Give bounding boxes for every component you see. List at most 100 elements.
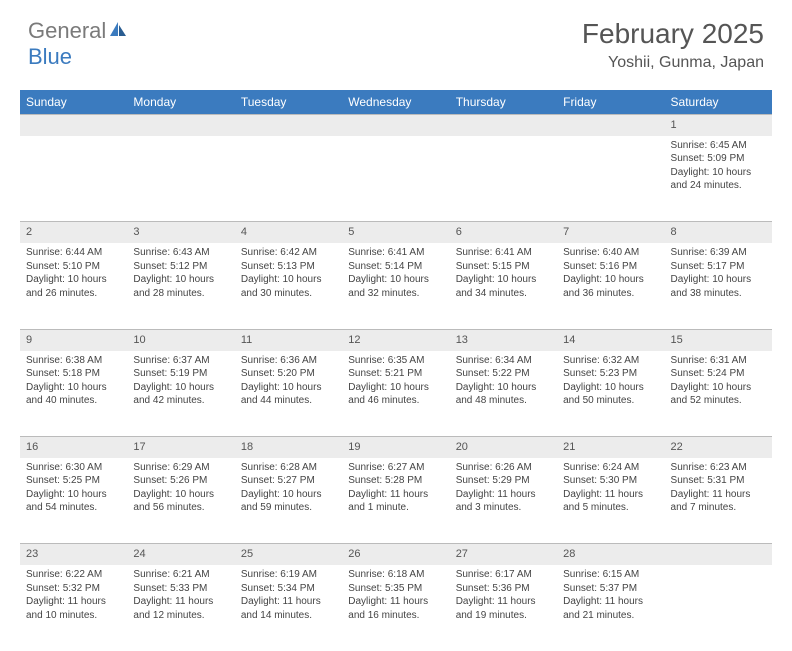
daylight-text: Daylight: 10 hours and 59 minutes.	[241, 488, 336, 515]
daylight-text: Daylight: 10 hours and 30 minutes.	[241, 273, 336, 300]
daylight-text: Daylight: 10 hours and 44 minutes.	[241, 381, 336, 408]
day-number-cell: 12	[342, 329, 449, 350]
day-cell	[20, 136, 127, 222]
sunset-text: Sunset: 5:26 PM	[133, 474, 228, 488]
day-number-cell: 26	[342, 544, 449, 565]
day-number-cell: 19	[342, 437, 449, 458]
day-number-cell: 15	[665, 329, 772, 350]
day-cell: Sunrise: 6:23 AMSunset: 5:31 PMDaylight:…	[665, 458, 772, 544]
day-cell	[665, 565, 772, 651]
daylight-text: Daylight: 11 hours and 16 minutes.	[348, 595, 443, 622]
day-cell: Sunrise: 6:41 AMSunset: 5:15 PMDaylight:…	[450, 243, 557, 329]
sunrise-text: Sunrise: 6:38 AM	[26, 354, 121, 368]
sunrise-text: Sunrise: 6:30 AM	[26, 461, 121, 475]
daylight-text: Daylight: 10 hours and 34 minutes.	[456, 273, 551, 300]
sunset-text: Sunset: 5:09 PM	[671, 152, 766, 166]
daylight-text: Daylight: 10 hours and 52 minutes.	[671, 381, 766, 408]
sunrise-text: Sunrise: 6:27 AM	[348, 461, 443, 475]
sunset-text: Sunset: 5:18 PM	[26, 367, 121, 381]
day-cell: Sunrise: 6:37 AMSunset: 5:19 PMDaylight:…	[127, 351, 234, 437]
daylight-text: Daylight: 10 hours and 46 minutes.	[348, 381, 443, 408]
day-content-row: Sunrise: 6:22 AMSunset: 5:32 PMDaylight:…	[20, 565, 772, 651]
day-number-cell: 10	[127, 329, 234, 350]
day-number-cell: 11	[235, 329, 342, 350]
day-content-row: Sunrise: 6:44 AMSunset: 5:10 PMDaylight:…	[20, 243, 772, 329]
weekday-header: Sunday	[20, 90, 127, 115]
sunrise-text: Sunrise: 6:41 AM	[348, 246, 443, 260]
daylight-text: Daylight: 10 hours and 54 minutes.	[26, 488, 121, 515]
sunset-text: Sunset: 5:23 PM	[563, 367, 658, 381]
weekday-header: Saturday	[665, 90, 772, 115]
day-number-cell: 8	[665, 222, 772, 243]
day-cell: Sunrise: 6:27 AMSunset: 5:28 PMDaylight:…	[342, 458, 449, 544]
day-number-cell: 13	[450, 329, 557, 350]
day-cell: Sunrise: 6:38 AMSunset: 5:18 PMDaylight:…	[20, 351, 127, 437]
day-cell: Sunrise: 6:15 AMSunset: 5:37 PMDaylight:…	[557, 565, 664, 651]
weekday-header: Wednesday	[342, 90, 449, 115]
day-cell: Sunrise: 6:29 AMSunset: 5:26 PMDaylight:…	[127, 458, 234, 544]
day-number-cell	[557, 115, 664, 136]
sunrise-text: Sunrise: 6:21 AM	[133, 568, 228, 582]
sunrise-text: Sunrise: 6:36 AM	[241, 354, 336, 368]
day-cell: Sunrise: 6:28 AMSunset: 5:27 PMDaylight:…	[235, 458, 342, 544]
day-number-cell: 20	[450, 437, 557, 458]
sunrise-text: Sunrise: 6:32 AM	[563, 354, 658, 368]
day-content-row: Sunrise: 6:45 AMSunset: 5:09 PMDaylight:…	[20, 136, 772, 222]
day-number-cell: 25	[235, 544, 342, 565]
sunrise-text: Sunrise: 6:18 AM	[348, 568, 443, 582]
sail-icon	[108, 20, 128, 43]
day-cell: Sunrise: 6:26 AMSunset: 5:29 PMDaylight:…	[450, 458, 557, 544]
day-cell	[450, 136, 557, 222]
daylight-text: Daylight: 10 hours and 28 minutes.	[133, 273, 228, 300]
daylight-text: Daylight: 10 hours and 56 minutes.	[133, 488, 228, 515]
day-number-cell	[235, 115, 342, 136]
sunrise-text: Sunrise: 6:24 AM	[563, 461, 658, 475]
sunset-text: Sunset: 5:35 PM	[348, 582, 443, 596]
logo-text-blue: Blue	[28, 44, 72, 69]
day-number-cell: 2	[20, 222, 127, 243]
sunset-text: Sunset: 5:33 PM	[133, 582, 228, 596]
header: General February 2025 Yoshii, Gunma, Jap…	[0, 0, 792, 80]
day-number-cell: 22	[665, 437, 772, 458]
daylight-text: Daylight: 10 hours and 32 minutes.	[348, 273, 443, 300]
sunrise-text: Sunrise: 6:31 AM	[671, 354, 766, 368]
title-block: February 2025 Yoshii, Gunma, Japan	[582, 18, 764, 72]
sunset-text: Sunset: 5:13 PM	[241, 260, 336, 274]
day-number-cell: 7	[557, 222, 664, 243]
sunrise-text: Sunrise: 6:40 AM	[563, 246, 658, 260]
day-content-row: Sunrise: 6:30 AMSunset: 5:25 PMDaylight:…	[20, 458, 772, 544]
day-cell: Sunrise: 6:41 AMSunset: 5:14 PMDaylight:…	[342, 243, 449, 329]
daylight-text: Daylight: 11 hours and 1 minute.	[348, 488, 443, 515]
daylight-text: Daylight: 11 hours and 5 minutes.	[563, 488, 658, 515]
day-number-cell: 9	[20, 329, 127, 350]
sunset-text: Sunset: 5:37 PM	[563, 582, 658, 596]
day-number-cell: 1	[665, 115, 772, 136]
sunset-text: Sunset: 5:19 PM	[133, 367, 228, 381]
sunset-text: Sunset: 5:28 PM	[348, 474, 443, 488]
day-cell	[557, 136, 664, 222]
daylight-text: Daylight: 11 hours and 12 minutes.	[133, 595, 228, 622]
day-number-cell: 23	[20, 544, 127, 565]
day-cell: Sunrise: 6:44 AMSunset: 5:10 PMDaylight:…	[20, 243, 127, 329]
day-number-row: 1	[20, 115, 772, 136]
day-cell: Sunrise: 6:31 AMSunset: 5:24 PMDaylight:…	[665, 351, 772, 437]
daylight-text: Daylight: 10 hours and 42 minutes.	[133, 381, 228, 408]
day-cell: Sunrise: 6:36 AMSunset: 5:20 PMDaylight:…	[235, 351, 342, 437]
weekday-header: Monday	[127, 90, 234, 115]
daylight-text: Daylight: 10 hours and 38 minutes.	[671, 273, 766, 300]
sunset-text: Sunset: 5:17 PM	[671, 260, 766, 274]
day-cell	[235, 136, 342, 222]
weekday-header-row: SundayMondayTuesdayWednesdayThursdayFrid…	[20, 90, 772, 115]
day-number-cell: 14	[557, 329, 664, 350]
day-number-cell	[342, 115, 449, 136]
sunrise-text: Sunrise: 6:29 AM	[133, 461, 228, 475]
day-cell: Sunrise: 6:21 AMSunset: 5:33 PMDaylight:…	[127, 565, 234, 651]
sunset-text: Sunset: 5:20 PM	[241, 367, 336, 381]
location-text: Yoshii, Gunma, Japan	[582, 54, 764, 72]
sunrise-text: Sunrise: 6:44 AM	[26, 246, 121, 260]
logo-text-general: General	[28, 18, 106, 44]
calendar-table: SundayMondayTuesdayWednesdayThursdayFrid…	[20, 90, 772, 651]
day-number-cell	[450, 115, 557, 136]
day-cell: Sunrise: 6:40 AMSunset: 5:16 PMDaylight:…	[557, 243, 664, 329]
sunrise-text: Sunrise: 6:42 AM	[241, 246, 336, 260]
